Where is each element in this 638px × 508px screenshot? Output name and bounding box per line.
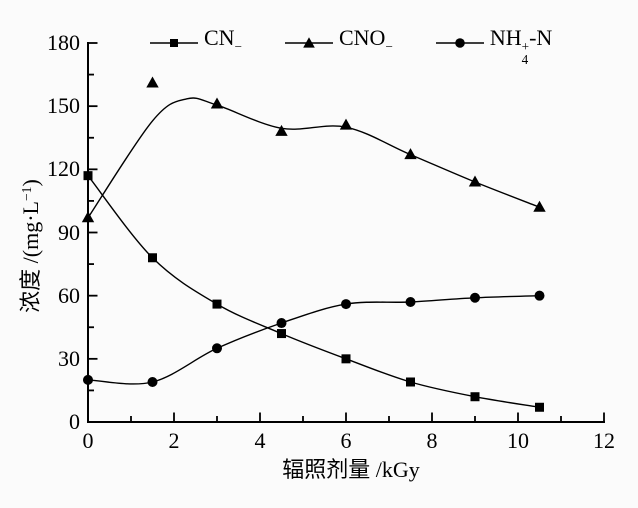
marker-triangle bbox=[210, 97, 224, 109]
marker-square bbox=[535, 402, 544, 412]
legend-marker-circle-icon bbox=[435, 38, 484, 48]
marker-triangle bbox=[275, 124, 288, 136]
legend: CN − CNO − NH +4 -N bbox=[149, 25, 552, 65]
marker-circle bbox=[341, 299, 351, 310]
series-curve-1 bbox=[87, 97, 540, 219]
marker-square bbox=[470, 392, 480, 402]
y-tick-label: 150 bbox=[47, 93, 80, 119]
y-tick-label: 30 bbox=[58, 345, 80, 371]
x-tick-label: 2 bbox=[168, 428, 180, 453]
y-axis-title: 浓度 /(mg·L−1) bbox=[17, 179, 43, 313]
legend-item-nh4n: NH +4 -N bbox=[435, 25, 553, 67]
legend-label-cno: CNO − bbox=[339, 25, 393, 55]
legend-label-nh4n: NH +4 -N bbox=[489, 25, 553, 67]
marker-square bbox=[83, 171, 93, 181]
series-curve-0 bbox=[87, 175, 540, 408]
marker-triangle bbox=[533, 200, 546, 212]
x-axis-title: 辐照剂量 /kGy bbox=[282, 457, 420, 482]
legend-item-cn: CN − bbox=[149, 25, 242, 61]
marker-square bbox=[277, 329, 286, 339]
series-curve-2 bbox=[87, 295, 540, 385]
y-tick-label: 120 bbox=[47, 156, 80, 182]
y-tick-label: 90 bbox=[58, 219, 80, 245]
marker-circle bbox=[534, 290, 545, 301]
marker-square bbox=[406, 377, 415, 387]
legend-label-cn: CN − bbox=[204, 25, 242, 55]
marker-circle bbox=[212, 343, 222, 354]
y-tick-label: 0 bbox=[69, 409, 80, 434]
marker-circle bbox=[276, 318, 287, 329]
y-tick-label: 180 bbox=[47, 30, 80, 55]
marker-circle bbox=[147, 376, 158, 387]
x-tick-label: 12 bbox=[593, 428, 615, 453]
x-tick-label: 4 bbox=[254, 428, 266, 453]
marker-circle bbox=[405, 296, 416, 307]
marker-triangle bbox=[404, 148, 417, 160]
marker-square bbox=[212, 299, 222, 309]
marker-triangle bbox=[81, 211, 95, 223]
x-tick-label: 8 bbox=[426, 428, 438, 453]
marker-square bbox=[341, 354, 351, 364]
marker-triangle bbox=[146, 76, 159, 88]
x-tick-label: 6 bbox=[340, 428, 352, 453]
y-tick-label: 60 bbox=[58, 282, 80, 308]
x-tick-label: 10 bbox=[507, 428, 529, 453]
legend-marker-square-icon bbox=[150, 39, 198, 47]
marker-circle bbox=[83, 374, 93, 385]
legend-item-cno: CNO − bbox=[284, 25, 393, 61]
marker-triangle bbox=[468, 175, 482, 187]
legend-marker-triangle-icon bbox=[285, 37, 333, 48]
marker-square bbox=[148, 253, 157, 263]
x-tick-label: 0 bbox=[82, 428, 94, 453]
marker-circle bbox=[470, 292, 480, 303]
marker-triangle bbox=[339, 118, 353, 130]
